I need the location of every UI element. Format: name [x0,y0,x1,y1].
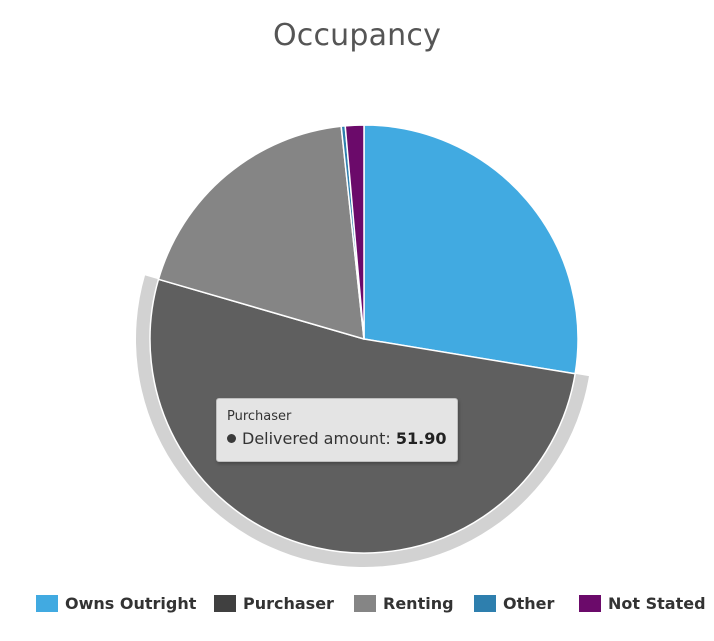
chart-title: Occupancy [272,18,442,53]
tooltip-row: Delivered amount: 51.90 [227,429,447,449]
legend-item-renting[interactable]: Renting [354,591,454,615]
legend: Owns Outright Purchaser Renting Other No… [0,591,714,615]
tooltip-bullet-icon [227,434,236,443]
pie-slice-owns-outright[interactable] [363,124,579,375]
pie-slice-not-stated[interactable] [344,124,365,340]
legend-item-not-stated[interactable]: Not Stated [579,591,706,615]
legend-item-owns-outright[interactable]: Owns Outright [36,591,196,615]
tooltip-series-label: Delivered amount: [242,429,391,448]
legend-swatch [474,594,496,612]
legend-item-other[interactable]: Other [474,591,554,615]
pie-slice-renting[interactable] [157,125,365,340]
legend-label: Renting [383,593,454,613]
legend-item-purchaser[interactable]: Purchaser [214,591,334,615]
legend-label: Not Stated [608,593,706,613]
legend-swatch [36,594,58,612]
tooltip-header: Purchaser [227,409,292,424]
tooltip: Purchaser Delivered amount: 51.90 [216,398,458,462]
legend-label: Owns Outright [65,593,197,613]
legend-label: Other [503,593,555,613]
legend-swatch [354,594,376,612]
legend-label: Purchaser [243,593,334,613]
legend-swatch [214,594,236,612]
tooltip-value: 51.90 [395,429,447,448]
legend-swatch [579,594,601,612]
